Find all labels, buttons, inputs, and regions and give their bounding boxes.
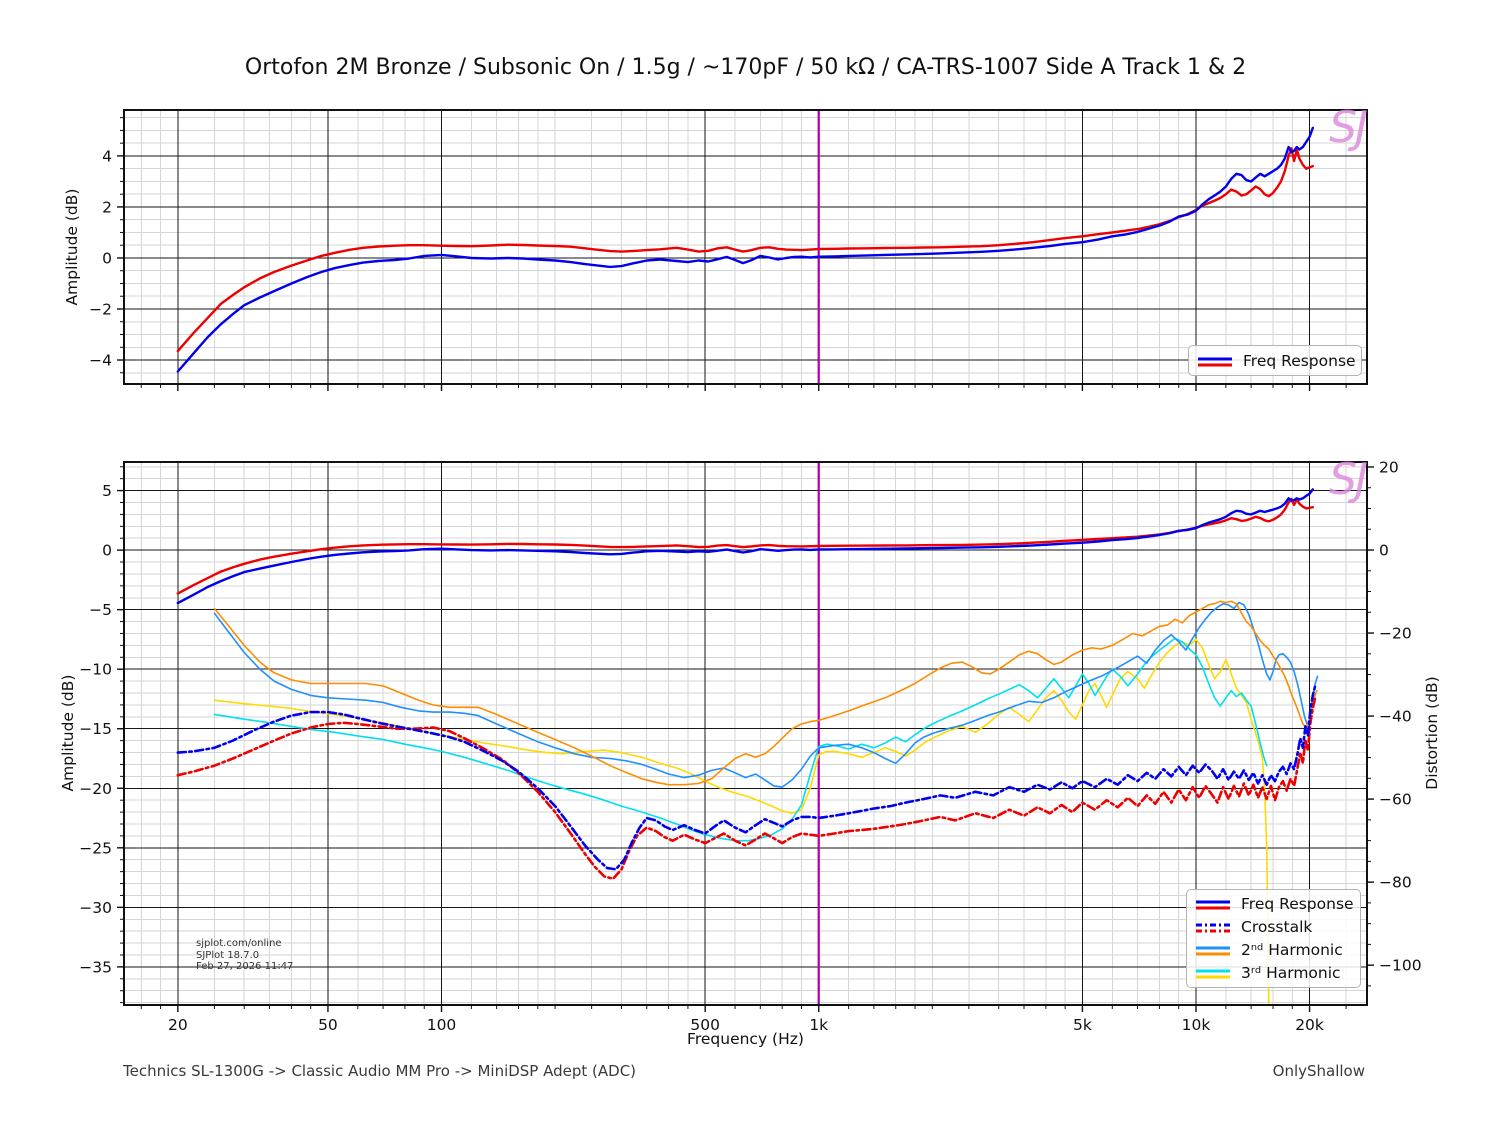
sjplot-version: SJPlot 18.7.0 (196, 949, 260, 961)
legend-label: Crosstalk (1241, 918, 1313, 937)
series-freq_blue (176, 488, 1314, 605)
right-tick-label: −80 (1379, 874, 1412, 892)
y-tick-label: 0 (102, 249, 112, 267)
legend-label: Freq Response (1241, 895, 1354, 914)
right-y-axis-label: Distortion (dB) (1423, 676, 1441, 790)
bottom-plot: 20 50 100 500 1k 5k 10k 20k50−5−10−15−20−25−30−… (79, 458, 1421, 1034)
series-xtalk_blue (176, 684, 1317, 871)
top-major-grid (124, 110, 1367, 384)
bottom-minor-grid (124, 462, 1367, 1005)
y-tick-label: −30 (79, 899, 112, 917)
top-y-axis-label: Amplitude (dB) (63, 188, 81, 306)
legend-label: 2ⁿᵈ Harmonic (1241, 940, 1343, 959)
3rd-harmonic-swatch-icon (1195, 966, 1231, 980)
right-tick-label: −60 (1379, 791, 1412, 809)
series-freq_blue (176, 126, 1314, 373)
legend-top: Freq Response (1188, 345, 1362, 376)
series-h3_cyan (213, 637, 1268, 842)
y-tick-label: −5 (89, 601, 112, 619)
right-tick-label: −20 (1379, 625, 1412, 643)
x-tick-label: 500 (690, 1016, 720, 1034)
y-tick-label: −35 (79, 958, 112, 976)
y-tick-label: −15 (79, 720, 112, 738)
y-tick-label: −2 (89, 300, 112, 318)
legend-item-crosstalk[interactable]: Crosstalk (1195, 916, 1352, 939)
legend-item-2nd-harmonic[interactable]: 2ⁿᵈ Harmonic (1195, 939, 1352, 962)
right-tick-label: −100 (1379, 957, 1422, 975)
bottom-y-axis-label: Amplitude (dB) (59, 674, 77, 792)
series-h2_orange (213, 600, 1318, 786)
y-tick-label: 2 (102, 198, 112, 216)
watermark-sj-top: SJ (1329, 102, 1368, 153)
series-h3_yellow (213, 638, 1270, 1005)
y-tick-label: 0 (102, 542, 112, 560)
legend-item-freq-response[interactable]: Freq Response (1197, 349, 1356, 372)
top-plot: 4 2 0 −2 −4 (89, 109, 1368, 391)
sjplot-url: sjplot.com/online (196, 938, 282, 949)
y-tick-label: −10 (79, 661, 112, 679)
x-axis-label: Frequency (Hz) (687, 1030, 804, 1048)
x-tick-label: 50 (318, 1016, 338, 1034)
y-tick-label: 4 (102, 147, 112, 165)
x-tick-label: 1k (809, 1016, 828, 1034)
top-minor-grid (124, 110, 1367, 384)
watermark-sj-bottom: SJ (1329, 454, 1368, 505)
top-ticks: 4 2 0 −2 −4 (89, 117, 1347, 391)
series-freq_red (176, 497, 1314, 595)
x-tick-label: 20k (1295, 1016, 1324, 1034)
right-tick-label: −40 (1379, 708, 1412, 726)
legend-item-freq-response[interactable]: Freq Response (1195, 893, 1354, 916)
x-tick-label: 10k (1182, 1016, 1211, 1034)
series-freq_red (176, 147, 1314, 353)
y-tick-label: −20 (79, 780, 112, 798)
y-tick-label: −4 (89, 352, 112, 370)
top-plot-frame (123, 109, 1368, 385)
bottom-ticks: 20 50 100 500 1k 5k 10k 20k50−5−10−15−20−25−30−… (79, 458, 1421, 1034)
page-title: Ortofon 2M Bronze / Subsonic On / 1.5g /… (244, 55, 1247, 80)
signal-chain-caption: Technics SL-1300G -> Classic Audio MM Pr… (123, 1062, 637, 1080)
y-tick-label: −25 (79, 839, 112, 857)
x-tick-label: 5k (1073, 1016, 1092, 1034)
right-tick-label: 20 (1379, 458, 1399, 476)
bottom-series (176, 488, 1319, 1005)
legend-item-3rd-harmonic[interactable]: 3ʳᵈ Harmonic (1195, 961, 1352, 984)
legend-bottom: Freq Response Crosstalk 2ⁿᵈ Harmonic 3ʳᵈ… (1186, 889, 1361, 988)
right-tick-label: 0 (1379, 542, 1389, 560)
crosstalk-swatch-icon (1195, 920, 1231, 934)
freq-response-swatch-icon (1195, 897, 1231, 911)
y-tick-label: 5 (102, 482, 112, 500)
sjplot-info-block: sjplot.com/online SJPlot 18.7.0 Feb 27, … (196, 938, 293, 973)
sjplot-date: Feb 27, 2026 11:47 (196, 961, 294, 972)
legend-label: Freq Response (1243, 351, 1356, 370)
x-tick-label: 20 (168, 1016, 188, 1034)
author-caption: OnlyShallow (1272, 1062, 1365, 1080)
top-series (176, 126, 1314, 373)
x-tick-label: 100 (427, 1016, 457, 1034)
freq-response-swatch-icon (1197, 354, 1233, 368)
series-h2_blue (213, 601, 1319, 788)
bottom-plot-frame (123, 461, 1368, 1006)
legend-label: 3ʳᵈ Harmonic (1241, 963, 1341, 982)
2nd-harmonic-swatch-icon (1195, 943, 1231, 957)
